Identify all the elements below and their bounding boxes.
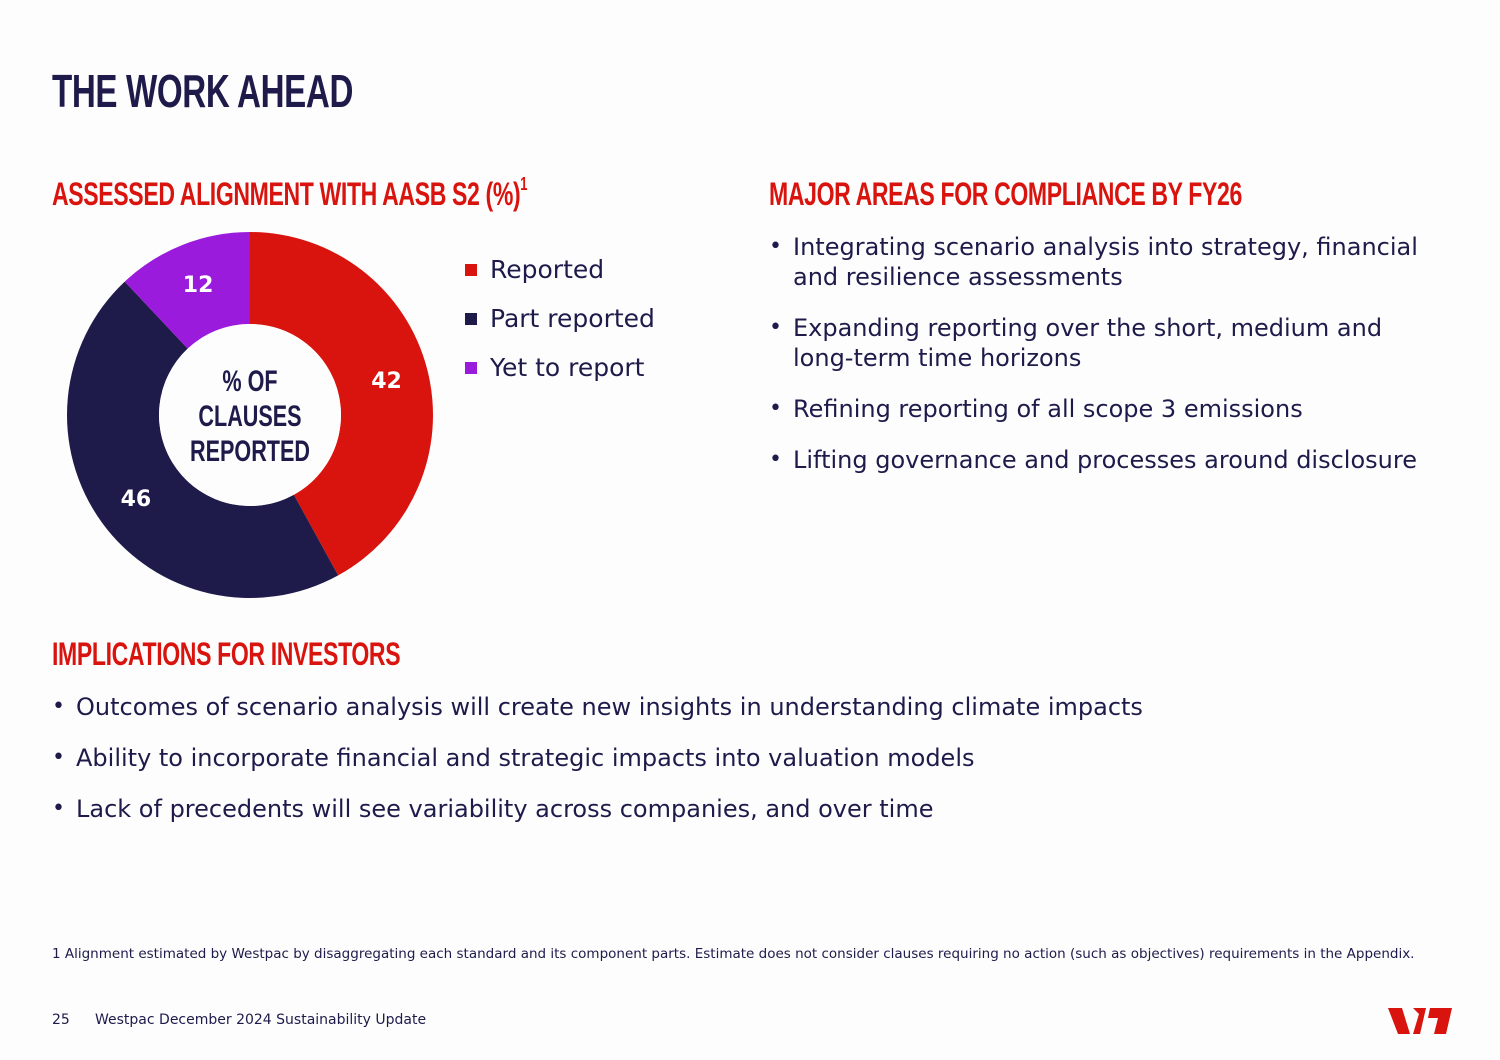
donut-slice-reported: [250, 232, 433, 576]
bullet-dot-icon: •: [769, 396, 782, 421]
bullet-dot-icon: •: [52, 694, 65, 719]
bullet-text: Integrating scenario analysis into strat…: [793, 233, 1418, 291]
bullet-item: • Ability to incorporate financial and st…: [52, 742, 1352, 774]
chart-section-title-text: ASSESSED ALIGNMENT WITH AASB S2 (%): [52, 176, 521, 212]
donut-center-label-line: % OF: [222, 363, 277, 397]
bullet-text: Ability to incorporate financial and str…: [76, 744, 975, 772]
donut-hole: [159, 324, 341, 506]
bullet-dot-icon: •: [769, 447, 782, 472]
bullet-dot-icon: •: [769, 234, 782, 259]
legend-swatch: [465, 361, 477, 374]
investor-implications-title: IMPLICATIONS FOR INVESTORS: [52, 636, 401, 672]
donut-center-label-line: CLAUSES: [198, 398, 301, 432]
bullet-text: Outcomes of scenario analysis will creat…: [76, 693, 1143, 721]
legend-item-yet-to-report: Yet to report: [465, 343, 655, 392]
bullet-dot-icon: •: [52, 745, 65, 770]
chart-section-title: ASSESSED ALIGNMENT WITH AASB S2 (%)1: [52, 174, 528, 213]
bullet-item: • Refining reporting of all scope 3 emiss…: [769, 394, 1449, 424]
donut-slice-yet-to-report: [124, 232, 250, 349]
bullet-text: Expanding reporting over the short, medi…: [793, 314, 1383, 372]
bullet-dot-icon: •: [52, 796, 65, 821]
donut-data-label: 46: [121, 487, 152, 512]
bullet-item: • Integrating scenario analysis into stra…: [769, 232, 1449, 292]
bullet-item: • Outcomes of scenario analysis will crea…: [52, 691, 1352, 723]
legend-label: Yet to report: [490, 353, 645, 382]
westpac-logo-icon: [1388, 1008, 1452, 1034]
legend-swatch: [465, 312, 477, 325]
chart-title-footnote-marker: 1: [520, 174, 528, 194]
donut-slices: [66, 232, 433, 599]
page-title: THE WORK AHEAD: [52, 65, 354, 117]
footnote: 1 Alignment estimated by Westpac by disa…: [52, 946, 1415, 962]
bullet-text: Refining reporting of all scope 3 emissi…: [793, 395, 1303, 423]
legend-item-part-reported: Part reported: [465, 294, 655, 343]
donut-data-label: 12: [183, 273, 214, 298]
legend-swatch: [465, 263, 477, 276]
donut-data-label: 42: [371, 369, 402, 394]
bullet-item: • Lifting governance and processes around…: [769, 445, 1449, 475]
bullet-text: Lack of precedents will see variability …: [76, 795, 934, 823]
legend-item-reported: Reported: [465, 245, 655, 294]
legend-label: Part reported: [490, 304, 655, 333]
donut-data-labels: 42 46 12: [121, 273, 402, 512]
bullet-dot-icon: •: [769, 315, 782, 340]
compliance-areas-list: • Integrating scenario analysis into stra…: [769, 232, 1449, 496]
bullet-item: • Lack of precedents will see variability…: [52, 793, 1352, 825]
compliance-areas-title: MAJOR AREAS FOR COMPLIANCE BY FY26: [769, 176, 1242, 212]
bullet-item: • Expanding reporting over the short, med…: [769, 313, 1449, 373]
bullet-text: Lifting governance and processes around …: [793, 446, 1417, 474]
legend-label: Reported: [490, 255, 605, 284]
footer-page-number: 25: [52, 1012, 70, 1028]
chart-legend: Reported Part reported Yet to report: [465, 245, 655, 392]
investor-implications-list: • Outcomes of scenario analysis will crea…: [52, 691, 1352, 844]
footer-document-title: Westpac December 2024 Sustainability Upd…: [95, 1012, 427, 1028]
donut-center-label-line: REPORTED: [190, 433, 310, 467]
donut-slice-part-reported: [66, 281, 339, 599]
